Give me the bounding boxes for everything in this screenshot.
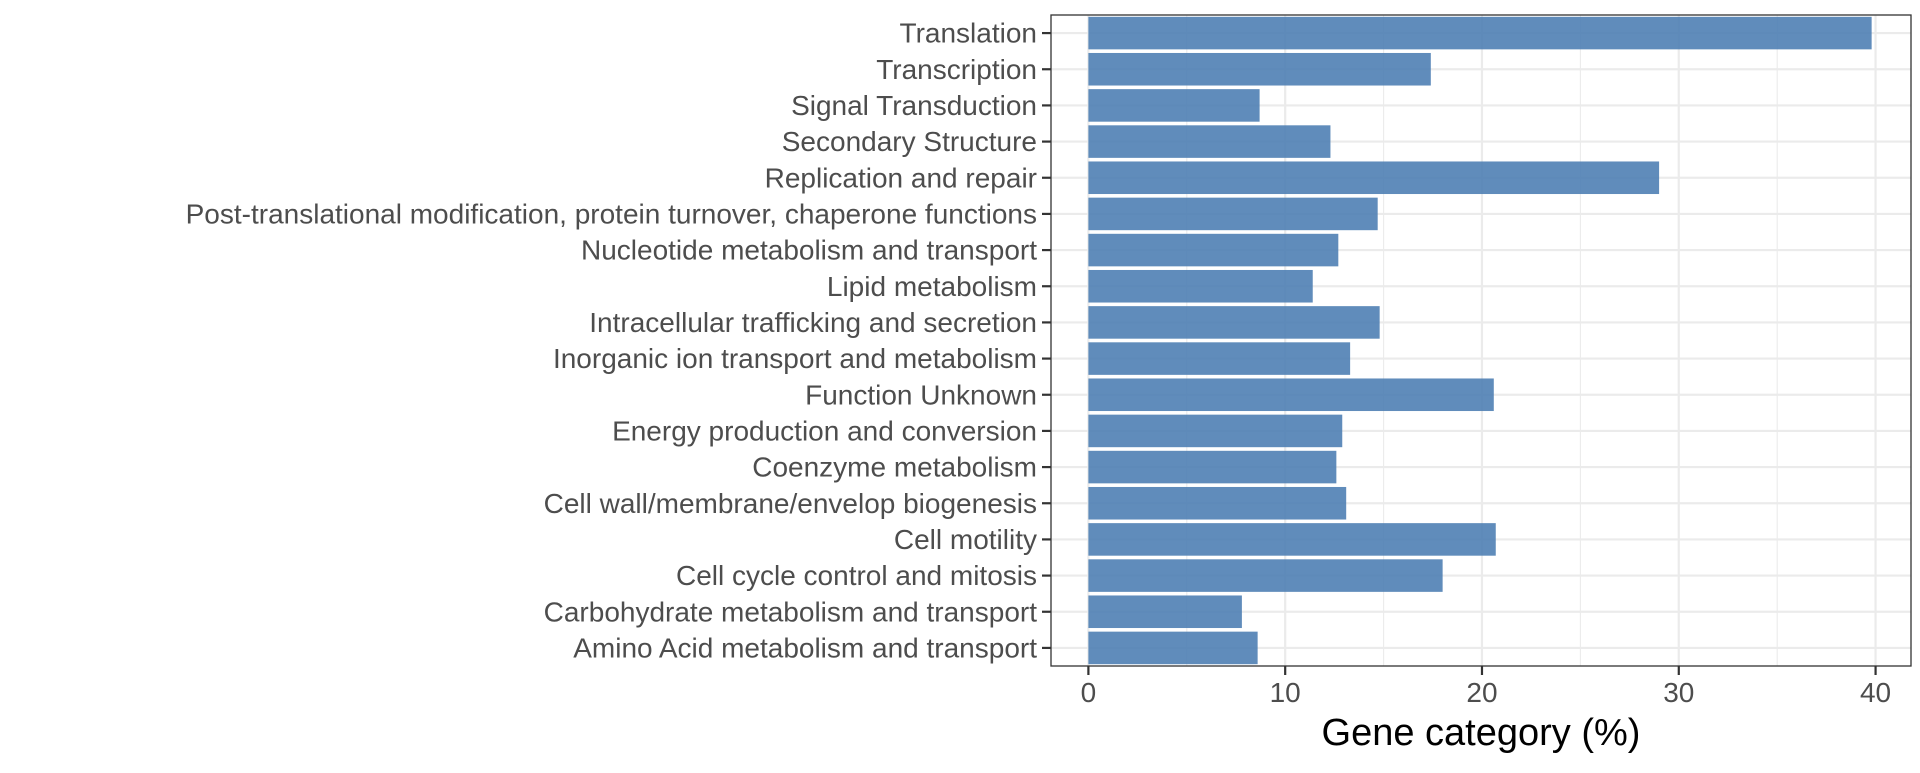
y-tick-label: Replication and repair [765,162,1037,193]
bar [1088,595,1242,629]
bar [1088,414,1343,448]
bar [1088,631,1258,665]
y-tick-label: Signal Transduction [791,90,1037,121]
y-tick-label: Post-translational modification, protein… [186,198,1037,229]
y-tick-label: Cell cycle control and mitosis [676,560,1037,591]
bar [1088,89,1260,122]
y-tick-label: Lipid metabolism [827,271,1037,302]
bar [1088,52,1431,86]
y-tick-label: Cell motility [894,524,1037,555]
bar [1088,450,1337,484]
bar [1088,125,1331,158]
y-tick-label: Inorganic ion transport and metabolism [553,343,1037,374]
bar [1088,197,1378,231]
bar [1088,486,1347,520]
bar [1088,269,1313,303]
bar-layer [1088,16,1872,665]
x-tick-label: 0 [1081,677,1097,708]
y-tick-label: Carbohydrate metabolism and transport [544,596,1038,627]
y-tick-label: Energy production and conversion [612,415,1037,446]
bar [1088,342,1351,375]
x-tick-label: 40 [1860,677,1891,708]
bar [1088,16,1872,50]
y-axis: Translation Transcription Signal Transduct… [186,18,1051,663]
y-tick-label: Cell wall/membrane/envelop biogenesis [544,488,1037,519]
bar [1088,306,1380,339]
x-axis: 0 10 20 30 40 [1081,666,1891,708]
y-tick-label: Function Unknown [805,379,1037,410]
bar [1088,523,1496,556]
x-tick-label: 30 [1663,677,1694,708]
x-axis-title: Gene category (%) [1322,712,1641,754]
bar [1088,559,1443,592]
x-tick-label: 10 [1270,677,1301,708]
y-tick-label: Secondary Structure [782,126,1037,157]
y-tick-label: Translation [900,18,1037,49]
bar [1088,161,1660,195]
y-tick-label: Coenzyme metabolism [752,452,1037,483]
bar [1088,233,1339,267]
y-tick-label: Intracellular trafficking and secretion [589,307,1037,338]
y-tick-label: Amino Acid metabolism and transport [573,632,1037,663]
x-tick-label: 20 [1466,677,1497,708]
y-tick-label: Transcription [876,54,1037,85]
bar [1088,378,1494,412]
y-tick-label: Nucleotide metabolism and transport [581,235,1037,266]
